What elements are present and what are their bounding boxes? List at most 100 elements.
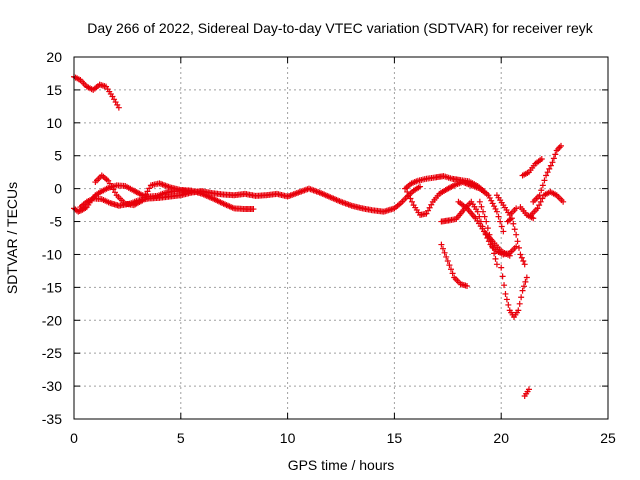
data-point [493,208,500,215]
data-point [491,250,498,257]
data-point [520,283,527,290]
data-point [488,197,495,204]
data-point [502,290,509,297]
data-point [144,188,151,195]
data-point [417,183,424,190]
data-point [474,208,481,215]
data-point [539,195,546,202]
y-tick-label: -30 [42,378,62,394]
x-tick-label: 5 [177,430,185,446]
data-point [518,294,525,301]
y-tick-label: 0 [54,181,62,197]
data-point [115,104,122,111]
data-point [443,253,450,260]
y-tick-label: -10 [42,246,62,262]
data-point [498,223,505,230]
data-point [495,213,502,220]
data-point [505,301,512,308]
y-tick-label: -15 [42,279,62,295]
data-point [449,270,456,277]
data-point [552,151,559,158]
y-tick-label: 5 [54,148,62,164]
data-point [497,218,504,225]
data-point [478,203,485,210]
data-point [521,261,528,268]
data-point [538,187,545,194]
data-point [506,252,513,259]
data-point [519,287,526,294]
y-tick-label: 15 [46,82,62,98]
data-point [492,255,499,262]
data-point [516,244,522,251]
data-point [486,194,493,201]
data-point [513,243,520,250]
data-point [446,262,453,269]
data-point [439,245,446,252]
data-point [484,225,491,232]
x-axis-label: GPS time / hours [288,457,395,473]
data-marks [71,73,567,399]
data-point [510,220,517,227]
data-point [146,185,153,192]
data-point [199,188,206,195]
data-point [558,142,565,149]
data-point [492,205,499,212]
chart-title: Day 266 of 2022, Sidereal Day-to-day VTE… [87,20,593,36]
data-point [501,282,508,289]
data-point [491,203,498,210]
data-point [513,231,520,238]
data-point [536,202,543,209]
y-axis-label: SDTVAR / TECUs [4,182,20,294]
data-point [539,182,546,189]
y-tick-label: -20 [42,312,62,328]
data-point [525,386,532,393]
y-tick-label: 20 [46,49,62,65]
data-point [522,278,529,285]
data-point [518,254,525,261]
data-point [409,198,416,205]
data-point [480,208,487,215]
data-point [550,155,557,162]
x-tick-label: 10 [280,430,296,446]
data-point [481,188,488,195]
data-point [503,296,510,303]
data-point [530,215,537,222]
plot-frame [73,56,609,420]
data-point [444,258,451,265]
grid [74,57,608,419]
data-point [489,200,496,207]
data-point [493,261,500,268]
data-point [515,307,522,314]
data-point [543,172,550,179]
axis-ticks: 0 5 10 15 20 25 -35 -30 -25 -20 -15 -10 -5 0 5 10 15 20 [42,49,616,446]
data-point [481,213,488,220]
data-point [547,162,554,169]
data-point [407,195,414,202]
data-point [500,228,507,235]
data-point [544,169,551,176]
y-tick-label: -5 [50,214,63,230]
x-tick-label: 0 [70,430,78,446]
data-point [441,249,448,256]
y-tick-label: -25 [42,345,62,361]
data-point [523,274,530,281]
data-point [250,206,257,213]
data-point [513,205,520,212]
y-tick-label: -35 [42,411,62,427]
data-point [448,266,455,273]
x-tick-label: 15 [387,430,403,446]
data-point [538,156,545,163]
data-point [546,165,553,172]
data-point [534,205,541,212]
data-point [438,241,445,248]
x-tick-label: 20 [493,430,509,446]
x-tick-label: 25 [600,430,616,446]
data-point [541,177,548,184]
data-point [464,283,471,290]
data-point [516,300,523,307]
data-point [514,238,521,245]
data-point [498,264,505,271]
data-point [537,198,544,205]
data-point [511,226,518,233]
